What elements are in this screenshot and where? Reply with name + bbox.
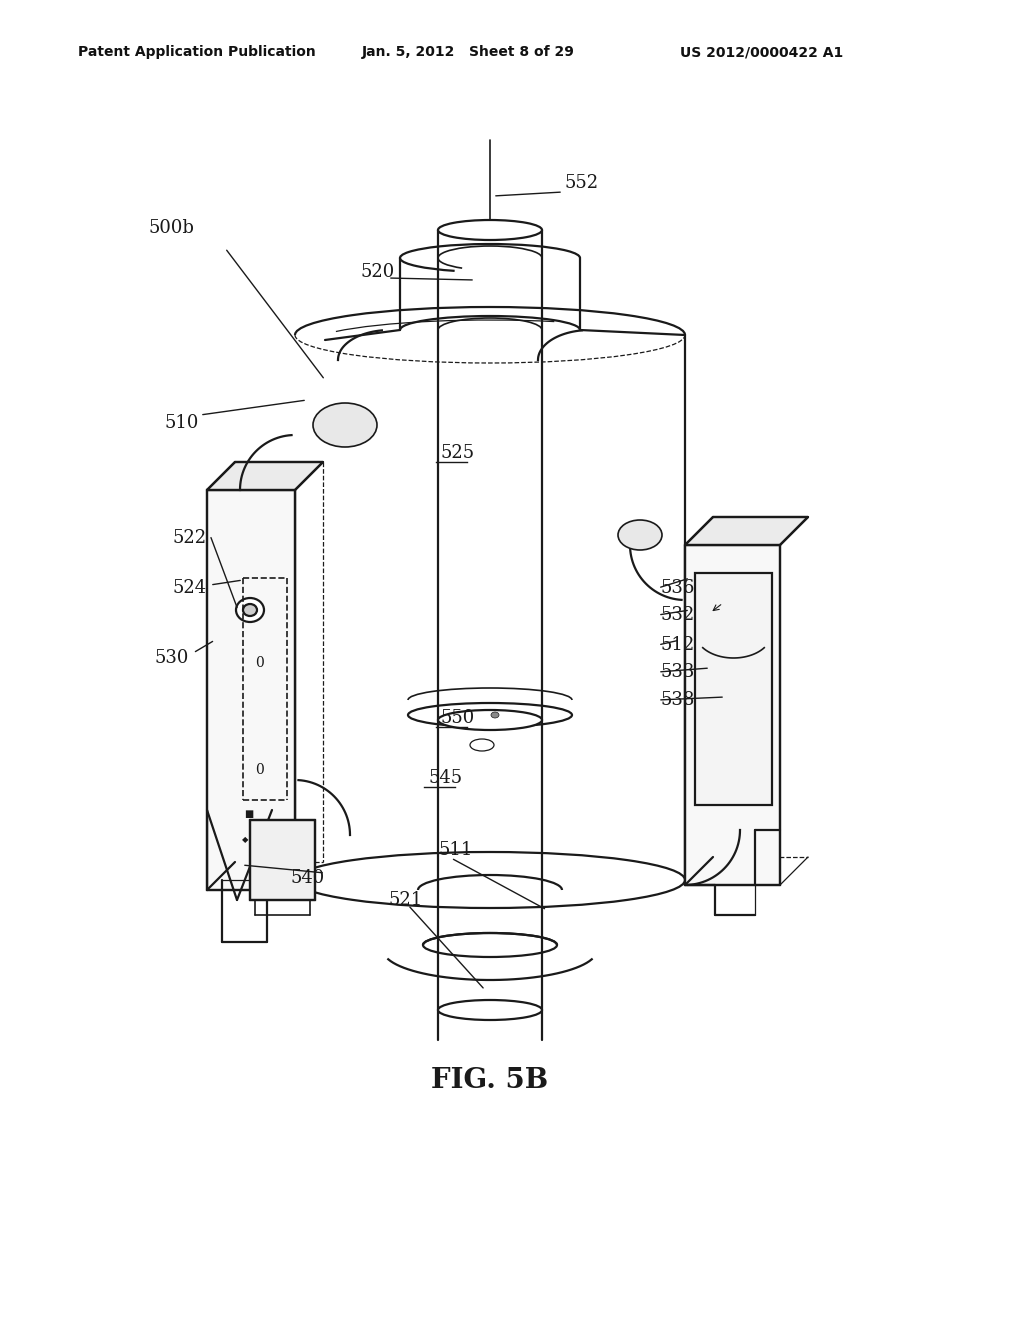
Ellipse shape xyxy=(438,1001,542,1020)
Text: US 2012/0000422 A1: US 2012/0000422 A1 xyxy=(680,45,843,59)
Text: 533: 533 xyxy=(660,663,694,681)
Text: 510: 510 xyxy=(165,414,200,432)
Text: 512: 512 xyxy=(660,636,694,653)
Text: 536: 536 xyxy=(660,579,694,597)
Ellipse shape xyxy=(423,933,557,957)
Ellipse shape xyxy=(618,520,662,550)
Ellipse shape xyxy=(243,605,257,616)
Text: 520: 520 xyxy=(360,263,394,281)
Text: 538: 538 xyxy=(660,690,694,709)
Ellipse shape xyxy=(490,711,499,718)
Ellipse shape xyxy=(236,598,264,622)
Text: ◆: ◆ xyxy=(242,836,248,843)
Text: Patent Application Publication: Patent Application Publication xyxy=(78,45,315,59)
Text: 545: 545 xyxy=(428,770,462,787)
Text: 0: 0 xyxy=(255,656,263,671)
Text: 552: 552 xyxy=(565,174,599,191)
Ellipse shape xyxy=(438,710,542,730)
Polygon shape xyxy=(695,573,772,805)
Text: 550: 550 xyxy=(440,709,474,727)
Text: FIG. 5B: FIG. 5B xyxy=(431,1067,549,1093)
Text: ■: ■ xyxy=(245,810,254,820)
Text: 521: 521 xyxy=(388,891,422,909)
Ellipse shape xyxy=(295,851,685,908)
Ellipse shape xyxy=(313,403,377,447)
Text: 500b: 500b xyxy=(148,219,194,238)
Text: Jan. 5, 2012   Sheet 8 of 29: Jan. 5, 2012 Sheet 8 of 29 xyxy=(362,45,574,59)
Text: 530: 530 xyxy=(155,649,189,667)
Text: 524: 524 xyxy=(172,579,206,597)
Text: 0: 0 xyxy=(255,763,263,777)
Polygon shape xyxy=(207,490,295,890)
Text: 522: 522 xyxy=(172,529,206,546)
Ellipse shape xyxy=(470,739,494,751)
Text: 525: 525 xyxy=(440,444,474,462)
Ellipse shape xyxy=(438,220,542,240)
Polygon shape xyxy=(685,545,780,884)
Ellipse shape xyxy=(408,704,572,727)
Text: 532: 532 xyxy=(660,606,694,624)
Polygon shape xyxy=(207,462,323,490)
Polygon shape xyxy=(250,820,315,900)
Polygon shape xyxy=(685,517,808,545)
Text: 511: 511 xyxy=(438,841,472,859)
Text: 540: 540 xyxy=(290,869,325,887)
